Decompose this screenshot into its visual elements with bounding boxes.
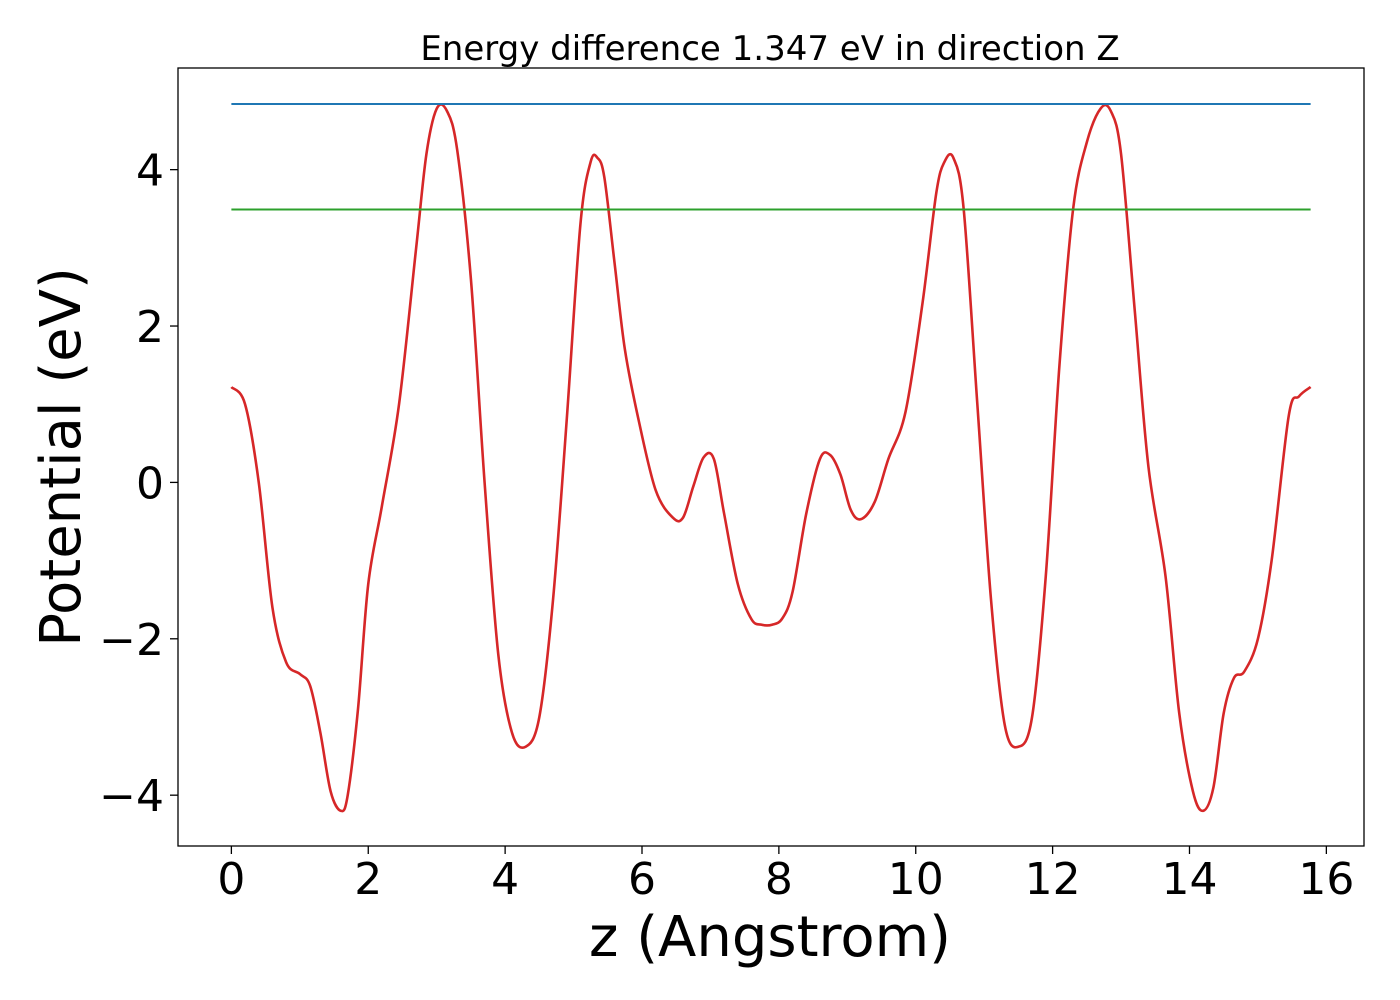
x-tick-label: 10 bbox=[888, 854, 944, 905]
y-tick-label: −2 bbox=[99, 615, 164, 666]
y-axis: −4 −2 0 2 4 bbox=[99, 146, 178, 822]
chart-title: Energy difference 1.347 eV in direction … bbox=[420, 29, 1119, 69]
x-tick-label: 0 bbox=[217, 854, 245, 905]
series-layer bbox=[230, 102, 1312, 813]
x-tick-label: 2 bbox=[354, 854, 382, 905]
y-axis-label: Potential (eV) bbox=[29, 267, 94, 647]
x-tick-label: 12 bbox=[1025, 854, 1081, 905]
x-axis-label: z (Angstrom) bbox=[589, 905, 951, 970]
x-tick-label: 14 bbox=[1161, 854, 1217, 905]
y-tick-label: 2 bbox=[136, 302, 164, 353]
x-tick-label: 6 bbox=[628, 854, 656, 905]
y-tick-label: −4 bbox=[99, 771, 164, 822]
plot-frame bbox=[177, 67, 1365, 847]
x-tick-label: 4 bbox=[491, 854, 519, 905]
x-tick-label: 16 bbox=[1298, 854, 1354, 905]
y-tick-label: 4 bbox=[136, 146, 164, 197]
series-line-0 bbox=[230, 103, 1312, 813]
x-axis: 0 2 4 6 8 10 12 14 16 bbox=[217, 846, 1354, 905]
x-tick-label: 8 bbox=[765, 854, 793, 905]
y-tick-label: 0 bbox=[136, 458, 164, 509]
